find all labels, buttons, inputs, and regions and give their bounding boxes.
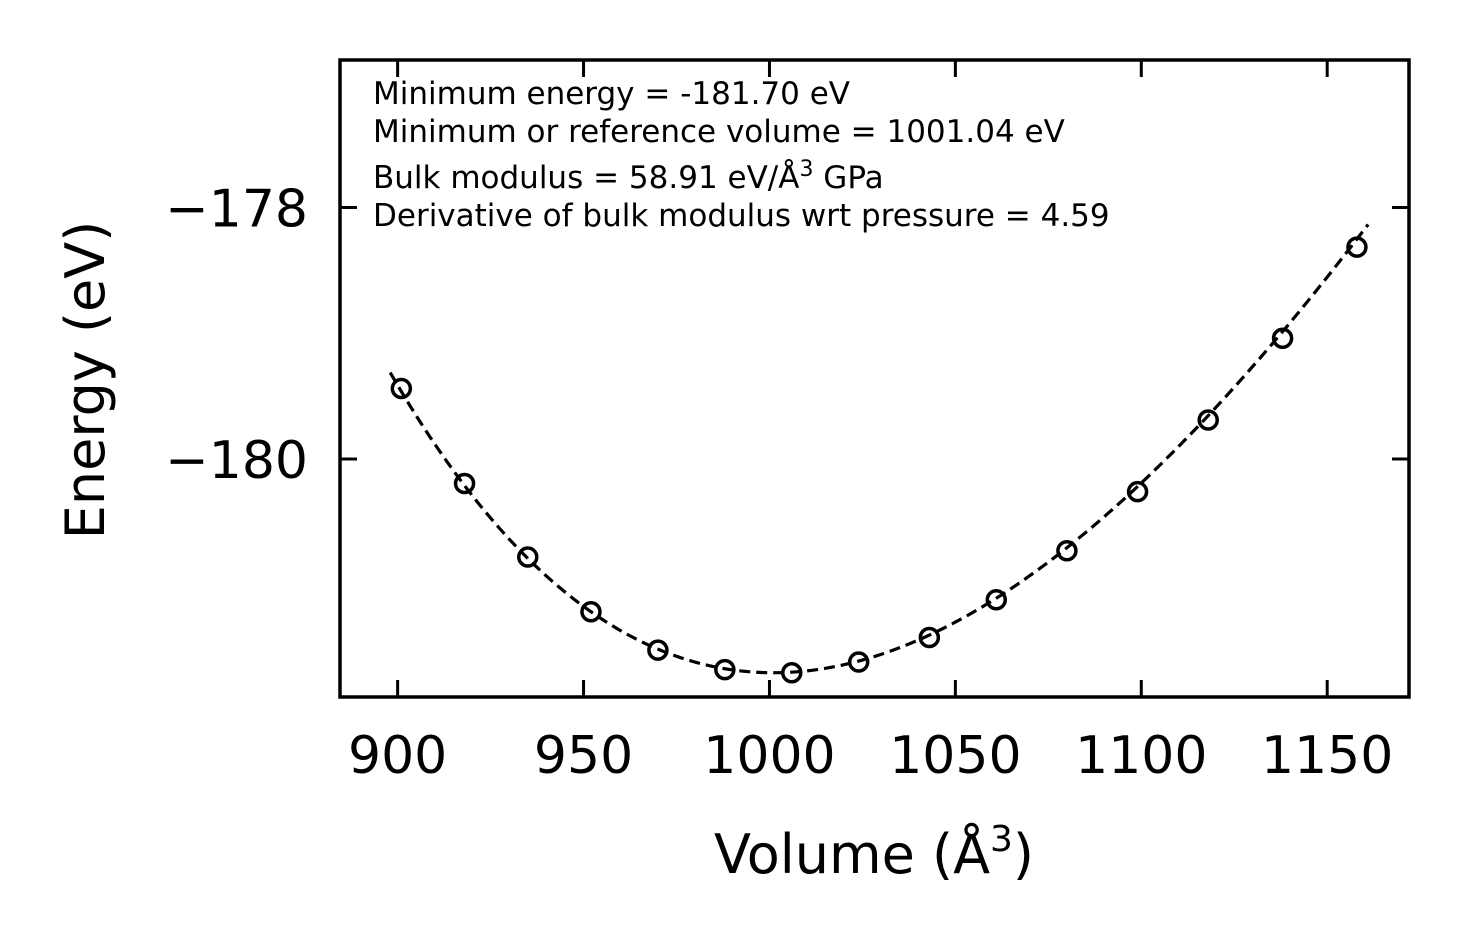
x-axis-label-text: Volume (Å	[714, 822, 990, 886]
data-points-layer	[390, 236, 1368, 684]
annotation-bulk-modulus-sup: 3	[799, 157, 813, 182]
data-point	[918, 626, 941, 649]
annotation-bulk-modulus-text: Bulk modulus = 58.91 eV/Å	[373, 160, 799, 196]
x-tick-label: 1100	[1075, 726, 1207, 786]
data-point	[517, 546, 539, 568]
ticks-layer: 900 950 1000 1050 1100 1150 −178 −180	[165, 60, 1409, 786]
annotation-bulk-modulus: Bulk modulus = 58.91 eV/Å3 GPa	[373, 157, 884, 196]
x-tick-label: 1050	[889, 726, 1021, 786]
x-axis-label-sup: 3	[990, 819, 1013, 860]
fit-curve-line	[388, 223, 1370, 675]
data-point	[390, 377, 413, 400]
x-tick-label: 900	[348, 726, 447, 786]
annotation-block: Minimum energy = -181.70 eV Minimum or r…	[373, 76, 1110, 234]
x-axis-label-end: )	[1013, 823, 1034, 886]
data-point	[1056, 540, 1078, 562]
fit-curve-layer	[388, 223, 1370, 675]
data-point	[1271, 327, 1294, 350]
data-point	[647, 639, 669, 661]
x-tick-label: 1150	[1261, 726, 1393, 786]
annotation-bulk-derivative: Derivative of bulk modulus wrt pressure …	[373, 198, 1110, 234]
annotation-min-volume: Minimum or reference volume = 1001.04 eV	[373, 114, 1065, 150]
plot-frame	[338, 58, 1411, 699]
y-tick-label: −178	[165, 179, 308, 239]
data-point	[781, 661, 803, 684]
y-tick-label: −180	[165, 431, 308, 491]
x-tick-label: 1000	[703, 726, 835, 786]
data-point	[847, 651, 870, 673]
x-axis-label: Volume (Å3)	[714, 819, 1034, 886]
annotation-min-energy: Minimum energy = -181.70 eV	[373, 76, 850, 112]
data-point	[985, 589, 1008, 611]
data-point	[453, 472, 476, 495]
data-point	[714, 658, 736, 681]
x-tick-label: 950	[534, 726, 633, 786]
data-point	[580, 601, 602, 623]
annotation-bulk-modulus-tail: GPa	[813, 160, 883, 196]
data-point	[1126, 480, 1149, 503]
data-point	[1346, 236, 1368, 258]
data-point	[1197, 409, 1219, 431]
y-axis-label: Energy (eV)	[54, 221, 117, 540]
